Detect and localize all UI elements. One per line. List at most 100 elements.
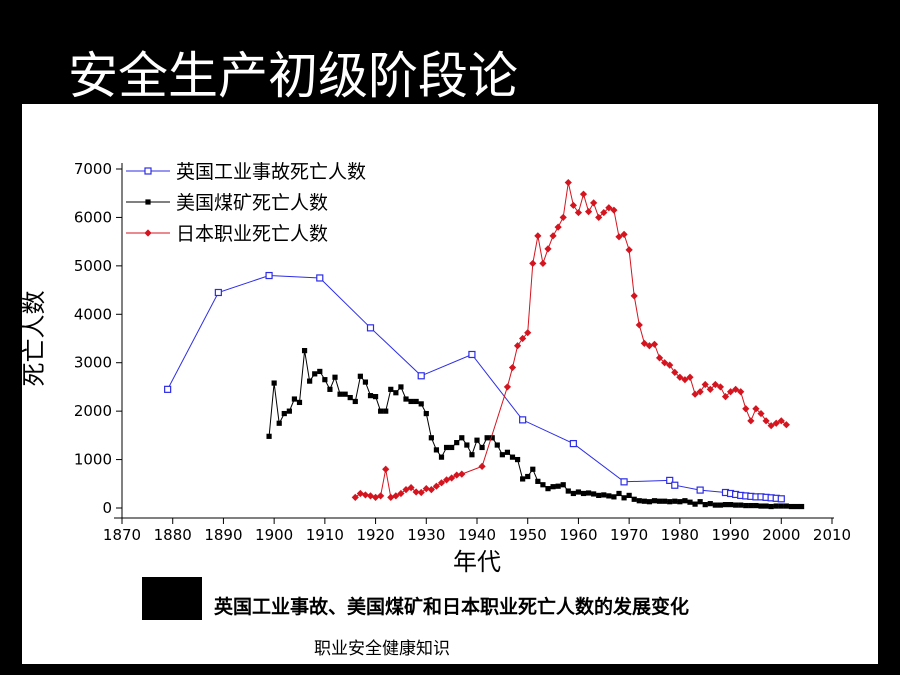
legend-label: 日本职业死亡人数 (176, 223, 328, 245)
data-point (777, 495, 785, 503)
data-point (732, 385, 740, 393)
x-tick-label: 1990 (711, 526, 749, 544)
data-point (266, 433, 272, 439)
data-point (550, 484, 556, 490)
data-point (742, 405, 750, 413)
data-point (392, 492, 400, 500)
data-point (697, 499, 703, 505)
legend-marker (144, 167, 152, 175)
x-tick-label: 1940 (458, 526, 496, 544)
data-point (575, 489, 582, 495)
data-point (387, 493, 395, 501)
data-point (630, 292, 638, 300)
data-point (164, 385, 172, 393)
data-point (584, 208, 593, 216)
data-point (667, 499, 673, 505)
data-point (636, 498, 642, 504)
data-point (443, 444, 450, 451)
data-point (651, 498, 658, 504)
data-point (743, 502, 749, 509)
data-point (692, 501, 698, 507)
y-tick-label: 6000 (74, 208, 112, 226)
data-point (701, 380, 709, 389)
data-point (403, 396, 409, 402)
data-point (585, 490, 592, 496)
data-point (529, 259, 537, 268)
data-point (605, 204, 613, 212)
data-point (520, 476, 526, 482)
data-point (757, 409, 765, 418)
chart-series (164, 178, 805, 510)
series-1 (164, 271, 785, 503)
data-point (733, 502, 739, 508)
data-point (271, 380, 277, 386)
x-tick-label: 2000 (762, 526, 800, 544)
data-point (762, 417, 770, 425)
data-point (711, 380, 719, 389)
data-point (459, 435, 465, 441)
data-point (408, 398, 414, 405)
data-point (508, 363, 517, 372)
data-point (214, 288, 222, 297)
data-point (296, 399, 303, 406)
data-point (337, 391, 343, 397)
data-point (778, 503, 784, 509)
data-point (327, 386, 333, 392)
data-point (322, 377, 328, 383)
data-point (286, 408, 292, 414)
data-point (721, 393, 730, 401)
data-point (413, 398, 419, 405)
series-3 (351, 178, 790, 501)
data-point (671, 481, 679, 489)
data-point (438, 454, 445, 460)
data-point (535, 478, 541, 484)
data-point (611, 494, 617, 500)
data-point (432, 482, 441, 490)
data-point (615, 233, 623, 241)
slide-title: 安全生产初级阶段论 (68, 47, 518, 105)
data-point (574, 208, 583, 217)
y-tick-label: 4000 (74, 305, 112, 323)
data-point (291, 396, 298, 402)
data-point (748, 502, 754, 509)
data-point (738, 502, 744, 508)
data-point (357, 373, 363, 379)
data-point (422, 485, 430, 493)
x-tick-label: 1890 (204, 526, 242, 544)
data-point (631, 496, 637, 502)
data-point (712, 502, 718, 508)
data-point (534, 232, 542, 240)
y-tick-label: 1000 (74, 451, 112, 469)
data-point (474, 437, 480, 443)
data-point (301, 348, 308, 354)
data-point (596, 492, 602, 499)
data-point (383, 408, 389, 414)
data-point (514, 456, 521, 463)
data-point (767, 422, 775, 430)
data-point (524, 329, 532, 337)
data-point (591, 491, 597, 497)
data-point (565, 488, 571, 494)
legend-marker (144, 229, 152, 237)
data-point (681, 376, 689, 384)
data-point (666, 361, 674, 369)
caption-marker (142, 577, 202, 620)
data-point (418, 401, 424, 407)
data-point (777, 417, 785, 425)
data-point (616, 490, 622, 497)
data-point (727, 502, 734, 508)
slide-footer: 职业安全健康知识 (314, 639, 450, 659)
x-tick-label: 1910 (306, 526, 344, 544)
data-point (600, 208, 608, 217)
data-point (672, 498, 678, 504)
data-point (378, 408, 384, 414)
data-point (707, 501, 713, 507)
data-point (763, 503, 769, 509)
data-point (702, 502, 708, 508)
data-point (398, 384, 404, 390)
data-point (737, 388, 745, 396)
data-point (332, 374, 338, 380)
data-point (417, 488, 425, 497)
data-point (545, 486, 551, 492)
data-point (706, 385, 714, 393)
